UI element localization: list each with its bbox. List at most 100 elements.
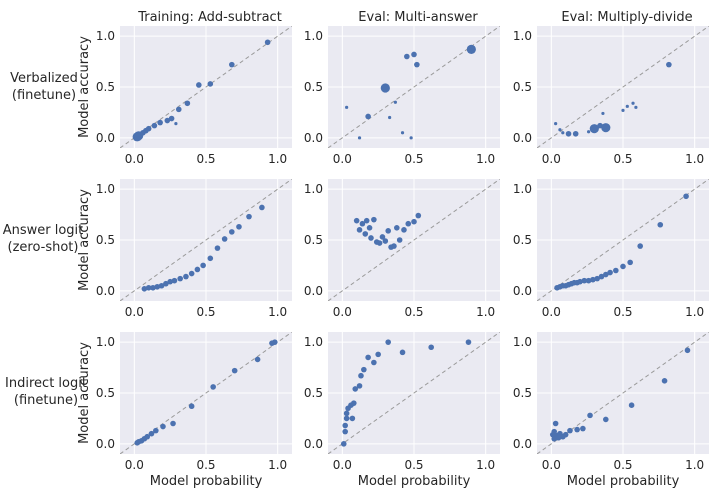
chart-panel-r2c3: 0.0 0.5 1.0 0.0 0.5 1.0 — [513, 179, 709, 319]
y-tick-label: 1.0 — [96, 182, 115, 196]
data-point — [396, 237, 403, 243]
x-axis-label: Model probability — [567, 474, 680, 489]
data-point — [174, 122, 178, 126]
y-tick-label: 1.0 — [513, 182, 532, 196]
data-point — [358, 372, 364, 379]
data-point — [562, 431, 569, 438]
data-point — [391, 243, 397, 249]
y-axis-label: Model accuracy — [77, 189, 92, 291]
y-tick-label: 0.0 — [304, 284, 323, 298]
panel-plot-area — [120, 332, 292, 454]
data-point — [153, 427, 159, 434]
data-point — [375, 351, 381, 358]
x-tick-label: 1.0 — [476, 458, 495, 472]
data-point — [666, 61, 672, 68]
data-point — [552, 420, 559, 427]
data-point — [264, 39, 271, 46]
column-title-2: Eval: Multi-answer — [358, 10, 478, 25]
data-point — [567, 427, 573, 434]
data-point — [357, 136, 362, 140]
data-point — [621, 108, 625, 112]
data-point — [574, 426, 580, 433]
data-point — [589, 124, 599, 134]
diagonal-reference-line — [537, 179, 709, 301]
y-tick-label: 1.0 — [96, 335, 115, 349]
x-tick-label: 0.0 — [125, 152, 144, 166]
chart-panel-r2c2: 0.0 0.5 1.0 0.0 0.5 1.0 — [304, 179, 500, 319]
data-point — [634, 105, 638, 109]
data-point — [401, 227, 407, 233]
data-point — [158, 282, 165, 289]
data-point — [565, 130, 572, 137]
data-point — [627, 259, 633, 266]
data-point — [625, 104, 629, 108]
data-point — [148, 430, 155, 437]
row-label-1-line-1: Verbalized — [10, 71, 78, 86]
x-tick-label: 0.0 — [125, 458, 144, 472]
y-tick-label: 0.0 — [304, 437, 323, 451]
y-tick-label: 0.5 — [304, 80, 323, 94]
data-point — [340, 441, 347, 447]
panel-plot-area — [537, 26, 709, 148]
y-tick-label: 1.0 — [96, 29, 115, 43]
data-point — [601, 111, 605, 116]
data-point — [163, 280, 169, 287]
data-point — [342, 428, 349, 435]
y-tick-label: 0.0 — [96, 437, 115, 451]
data-point — [371, 359, 377, 366]
data-point — [585, 277, 592, 284]
y-axis-label: Model accuracy — [77, 342, 92, 444]
data-point — [637, 243, 643, 249]
data-point — [414, 61, 420, 68]
data-point — [594, 275, 600, 282]
data-point — [603, 271, 609, 278]
data-point — [151, 122, 158, 129]
row-label-3-line-1: Indirect logit — [5, 376, 87, 391]
x-tick-label: 1.0 — [685, 152, 704, 166]
x-tick-label: 1.0 — [476, 152, 495, 166]
x-tick-label: 0.0 — [542, 305, 561, 319]
x-tick-label: 0.5 — [613, 458, 632, 472]
data-point — [210, 384, 216, 390]
panel-plot-area — [328, 332, 500, 454]
data-point — [409, 136, 413, 140]
y-tick-label: 0.5 — [96, 233, 115, 247]
y-tick-label: 0.0 — [513, 437, 532, 451]
chart-panel-r1c3: 0.0 0.5 1.0 0.0 0.5 1.0 — [513, 26, 709, 166]
data-point — [349, 415, 356, 422]
y-tick-label: 0.5 — [96, 80, 115, 94]
data-point — [362, 231, 369, 237]
data-point — [154, 283, 161, 290]
data-point — [428, 344, 435, 351]
data-point — [353, 217, 360, 224]
data-point — [580, 425, 586, 432]
data-point — [221, 236, 228, 242]
data-point — [587, 130, 591, 134]
data-point — [465, 339, 472, 345]
diagonal-reference-line — [120, 332, 292, 454]
x-tick-label: 0.5 — [404, 305, 423, 319]
panel-plot-area — [537, 332, 709, 454]
data-point — [631, 101, 635, 105]
data-point — [171, 277, 178, 284]
data-point — [368, 235, 374, 241]
x-tick-label: 1.0 — [685, 458, 704, 472]
x-tick-label: 0.0 — [333, 458, 352, 472]
data-point — [351, 400, 357, 406]
data-point — [661, 378, 668, 384]
data-point — [141, 286, 148, 292]
data-point — [577, 278, 583, 285]
data-point — [380, 83, 390, 93]
data-point — [160, 423, 166, 430]
row-label-3-line-2: (finetune) — [14, 393, 78, 408]
data-point — [356, 383, 363, 389]
diagonal-reference-line — [328, 179, 500, 301]
data-point — [365, 354, 371, 361]
data-point — [194, 266, 201, 273]
chart-panel-r2c1: 0.0 0.5 1.0 0.0 0.5 1.0 Model accuracy — [77, 179, 292, 319]
data-point — [601, 123, 611, 133]
data-point — [554, 122, 558, 126]
data-point — [254, 356, 261, 363]
panel-plot-area — [120, 26, 292, 148]
x-tick-label: 0.0 — [333, 305, 352, 319]
